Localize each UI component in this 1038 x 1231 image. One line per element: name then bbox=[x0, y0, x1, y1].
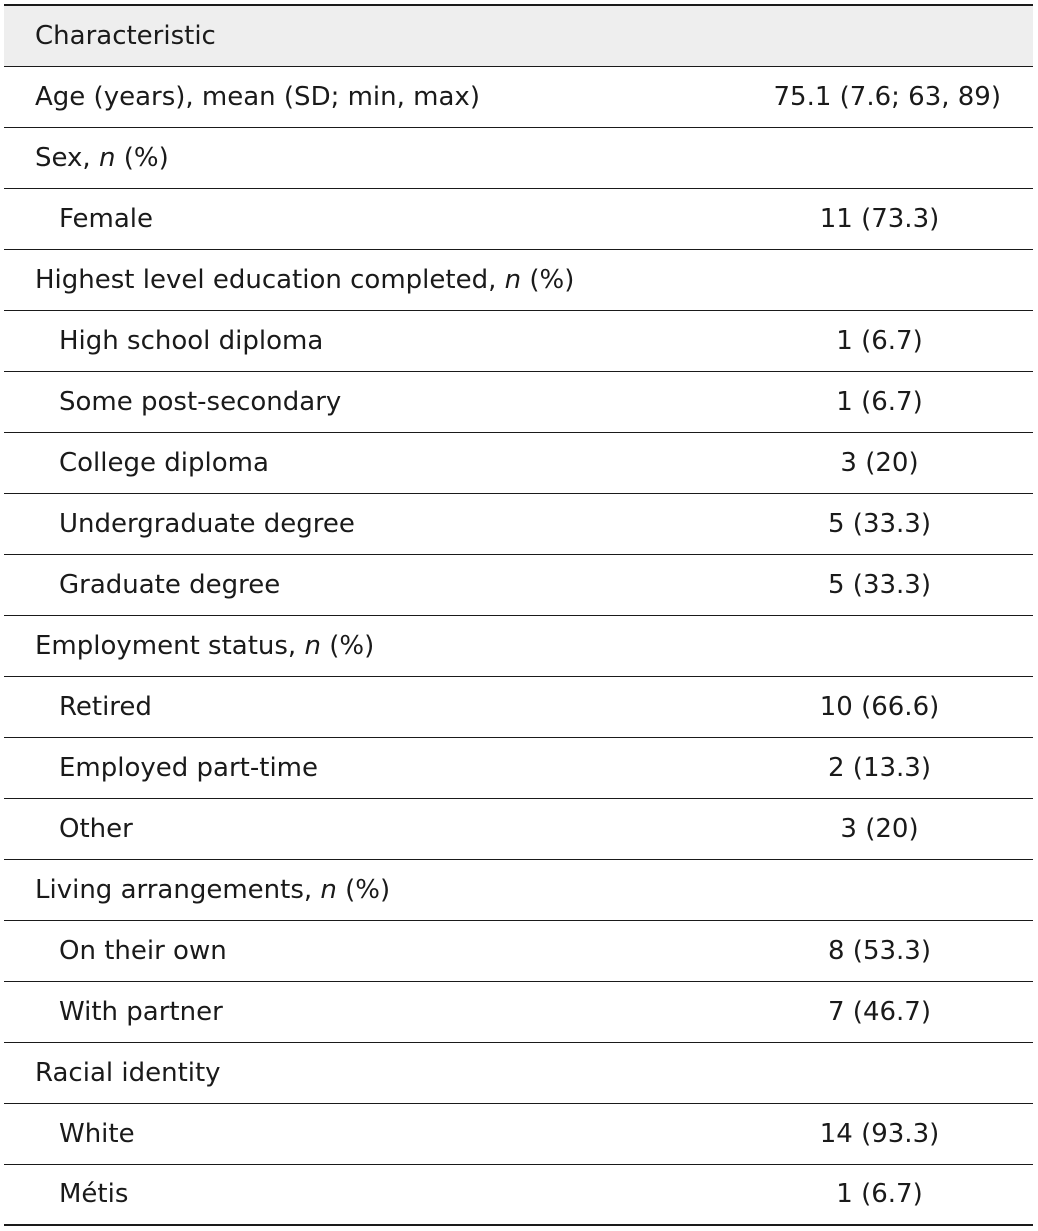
row-label-text: Female bbox=[59, 203, 154, 234]
table-row: High school diploma 1 (6.7) bbox=[4, 310, 1033, 372]
row-value bbox=[764, 615, 1033, 677]
row-label-text: High school diploma bbox=[59, 325, 324, 356]
row-label-text: Employed part-time bbox=[59, 752, 318, 783]
row-label: Retired bbox=[4, 676, 764, 738]
characteristics-table: Characteristic Age (years), mean (SD; mi… bbox=[4, 4, 1033, 1226]
table-row: Graduate degree 5 (33.3) bbox=[4, 554, 1033, 616]
characteristics-table-container: Characteristic Age (years), mean (SD; mi… bbox=[4, 4, 1033, 1226]
row-label: Female bbox=[4, 188, 764, 250]
row-value: 1 (6.7) bbox=[764, 310, 1033, 372]
header-value bbox=[764, 5, 1033, 67]
row-label: Employed part-time bbox=[4, 737, 764, 799]
row-label: On their own bbox=[4, 920, 764, 982]
row-label-text: Living arrangements, bbox=[35, 874, 321, 905]
row-label: Highest level education completed, n (%) bbox=[4, 249, 764, 311]
table-row: White 14 (93.3) bbox=[4, 1103, 1033, 1165]
row-value: 1 (6.7) bbox=[764, 371, 1033, 433]
row-label-text: Age (years), mean (SD; min, max) bbox=[35, 81, 480, 112]
row-label-text: Métis bbox=[59, 1179, 129, 1210]
row-label: Some post-secondary bbox=[4, 371, 764, 433]
row-label-italic: n bbox=[320, 874, 337, 905]
row-label-text: Highest level education completed, bbox=[35, 264, 505, 295]
table-row: Racial identity bbox=[4, 1042, 1033, 1104]
row-label: High school diploma bbox=[4, 310, 764, 372]
row-label: Sex, n (%) bbox=[4, 127, 764, 189]
row-label: Living arrangements, n (%) bbox=[4, 859, 764, 921]
table-row: With partner 7 (46.7) bbox=[4, 981, 1033, 1043]
header-characteristic: Characteristic bbox=[4, 5, 764, 67]
table-row: Living arrangements, n (%) bbox=[4, 859, 1033, 921]
row-label-text: White bbox=[59, 1118, 135, 1149]
row-value bbox=[764, 1042, 1033, 1104]
row-value: 3 (20) bbox=[764, 798, 1033, 860]
row-label-text: Employment status, bbox=[35, 630, 305, 661]
row-value: 10 (66.6) bbox=[764, 676, 1033, 738]
row-value: 7 (46.7) bbox=[764, 981, 1033, 1043]
row-value bbox=[764, 127, 1033, 189]
row-label: Racial identity bbox=[4, 1042, 764, 1104]
table-row: Métis 1 (6.7) bbox=[4, 1164, 1033, 1225]
row-label-text: Graduate degree bbox=[59, 569, 281, 600]
row-label: White bbox=[4, 1103, 764, 1165]
row-value bbox=[764, 249, 1033, 311]
row-value: 5 (33.3) bbox=[764, 554, 1033, 616]
table-row: On their own 8 (53.3) bbox=[4, 920, 1033, 982]
table-row: Other 3 (20) bbox=[4, 798, 1033, 860]
row-label-text: Retired bbox=[59, 691, 152, 722]
row-value: 75.1 (7.6; 63, 89) bbox=[764, 66, 1033, 128]
row-value: 14 (93.3) bbox=[764, 1103, 1033, 1165]
row-label: College diploma bbox=[4, 432, 764, 494]
row-value: 8 (53.3) bbox=[764, 920, 1033, 982]
row-label-suffix: (%) bbox=[336, 874, 391, 905]
table-row: Employed part-time 2 (13.3) bbox=[4, 737, 1033, 799]
row-label: Métis bbox=[4, 1164, 764, 1225]
row-value: 11 (73.3) bbox=[764, 188, 1033, 250]
row-label-suffix: (%) bbox=[521, 264, 575, 295]
row-label-suffix: (%) bbox=[320, 630, 375, 661]
row-label: Undergraduate degree bbox=[4, 493, 764, 555]
row-value bbox=[764, 859, 1033, 921]
row-label-text: Other bbox=[59, 813, 133, 844]
table-row: Some post-secondary 1 (6.7) bbox=[4, 371, 1033, 433]
row-label-italic: n bbox=[98, 142, 116, 173]
table-row: Retired 10 (66.6) bbox=[4, 676, 1033, 738]
table-row: Highest level education completed, n (%) bbox=[4, 249, 1033, 311]
row-value: 1 (6.7) bbox=[836, 1179, 923, 1210]
row-label: With partner bbox=[4, 981, 764, 1043]
row-label: Graduate degree bbox=[4, 554, 764, 616]
row-label-text: Undergraduate degree bbox=[59, 508, 355, 539]
table-header: Characteristic bbox=[4, 5, 1033, 67]
row-label-italic: n bbox=[304, 630, 321, 661]
row-label-suffix: (%) bbox=[115, 142, 169, 173]
row-value: 5 (33.3) bbox=[764, 493, 1033, 555]
header-row: Characteristic bbox=[4, 5, 1033, 67]
row-label-text: College diploma bbox=[59, 447, 269, 478]
row-label-text: Racial identity bbox=[35, 1057, 221, 1088]
table-row: College diploma 3 (20) bbox=[4, 432, 1033, 494]
table-row: Age (years), mean (SD; min, max) 75.1 (7… bbox=[4, 66, 1033, 128]
table-body: Age (years), mean (SD; min, max) 75.1 (7… bbox=[4, 66, 1033, 1225]
row-value: 2 (13.3) bbox=[764, 737, 1033, 799]
table-row: Undergraduate degree 5 (33.3) bbox=[4, 493, 1033, 555]
row-value: 3 (20) bbox=[764, 432, 1033, 494]
row-label-text: Sex, bbox=[35, 142, 99, 173]
row-label: Age (years), mean (SD; min, max) bbox=[4, 66, 764, 128]
row-label: Other bbox=[4, 798, 764, 860]
table-row: Female 11 (73.3) bbox=[4, 188, 1033, 250]
table-row: Employment status, n (%) bbox=[4, 615, 1033, 677]
table-row: Sex, n (%) bbox=[4, 127, 1033, 189]
row-label-text: Some post-secondary bbox=[59, 386, 342, 417]
row-label: Employment status, n (%) bbox=[4, 615, 764, 677]
row-label-text: On their own bbox=[59, 935, 227, 966]
row-label-text: With partner bbox=[59, 996, 223, 1027]
row-label-italic: n bbox=[504, 264, 522, 295]
